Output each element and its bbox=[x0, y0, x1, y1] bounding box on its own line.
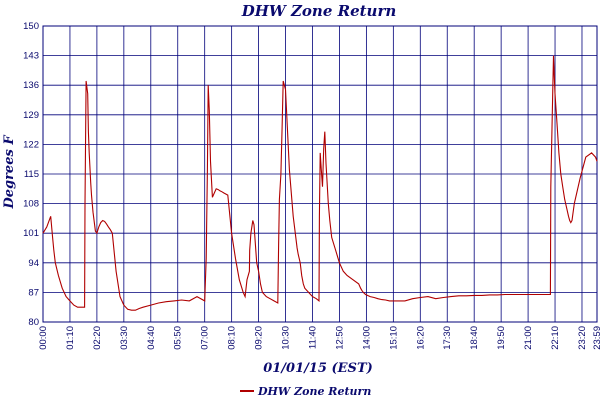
y-axis-ticks: 80 87 94 101 108 115 122 129 136 143 150 bbox=[23, 21, 39, 328]
x-tick-label: 16:20 bbox=[415, 326, 426, 350]
x-axis-ticks: 00:00 01:10 02:20 03:30 04:40 05:50 07:00 08:10… bbox=[38, 326, 600, 350]
y-tick-label: 150 bbox=[23, 21, 39, 32]
x-tick-label: 23:20 bbox=[577, 326, 588, 350]
x-tick-label: 07:00 bbox=[200, 326, 211, 350]
y-tick-label: 143 bbox=[23, 51, 39, 62]
x-tick-label: 23:59 bbox=[592, 326, 600, 350]
x-tick-label: 21:00 bbox=[523, 326, 534, 350]
y-tick-label: 136 bbox=[23, 80, 39, 91]
y-tick-label: 87 bbox=[28, 287, 39, 298]
x-tick-label: 22:10 bbox=[550, 326, 561, 350]
y-tick-label: 129 bbox=[23, 110, 39, 121]
y-tick-label: 115 bbox=[24, 169, 39, 180]
plot-frame bbox=[42, 25, 598, 323]
x-tick-label: 09:20 bbox=[254, 326, 265, 350]
y-axis-title: Degrees F bbox=[2, 135, 17, 210]
x-tick-label: 00:00 bbox=[38, 326, 49, 350]
y-tick-label: 122 bbox=[23, 139, 39, 150]
x-tick-label: 14:00 bbox=[361, 326, 372, 350]
x-tick-label: 08:10 bbox=[227, 326, 238, 350]
y-tick-label: 94 bbox=[28, 258, 39, 269]
x-tick-label: 12:50 bbox=[334, 326, 345, 350]
x-tick-label: 01:10 bbox=[65, 326, 76, 350]
legend-label: DHW Zone Return bbox=[257, 385, 371, 398]
y-tick-label: 80 bbox=[28, 317, 39, 328]
y-tick-label: 108 bbox=[23, 199, 39, 210]
series-line bbox=[42, 55, 598, 311]
chart-title: DHW Zone Return bbox=[241, 2, 397, 20]
x-tick-label: 11:40 bbox=[307, 326, 318, 349]
y-tick-label: 101 bbox=[23, 228, 39, 239]
x-tick-label: 04:40 bbox=[146, 326, 157, 350]
x-tick-label: 15:10 bbox=[388, 326, 399, 350]
x-tick-label: 03:30 bbox=[119, 326, 130, 350]
x-tick-label: 05:50 bbox=[173, 326, 184, 350]
x-tick-label: 18:40 bbox=[469, 326, 480, 350]
x-axis-title: 01/01/15 (EST) bbox=[263, 361, 373, 376]
x-tick-label: 02:20 bbox=[92, 326, 103, 350]
legend: DHW Zone Return bbox=[240, 385, 371, 398]
x-tick-label: 10:30 bbox=[281, 326, 292, 350]
x-tick-label: 17:30 bbox=[442, 326, 453, 350]
x-tick-label: 19:50 bbox=[496, 326, 507, 350]
